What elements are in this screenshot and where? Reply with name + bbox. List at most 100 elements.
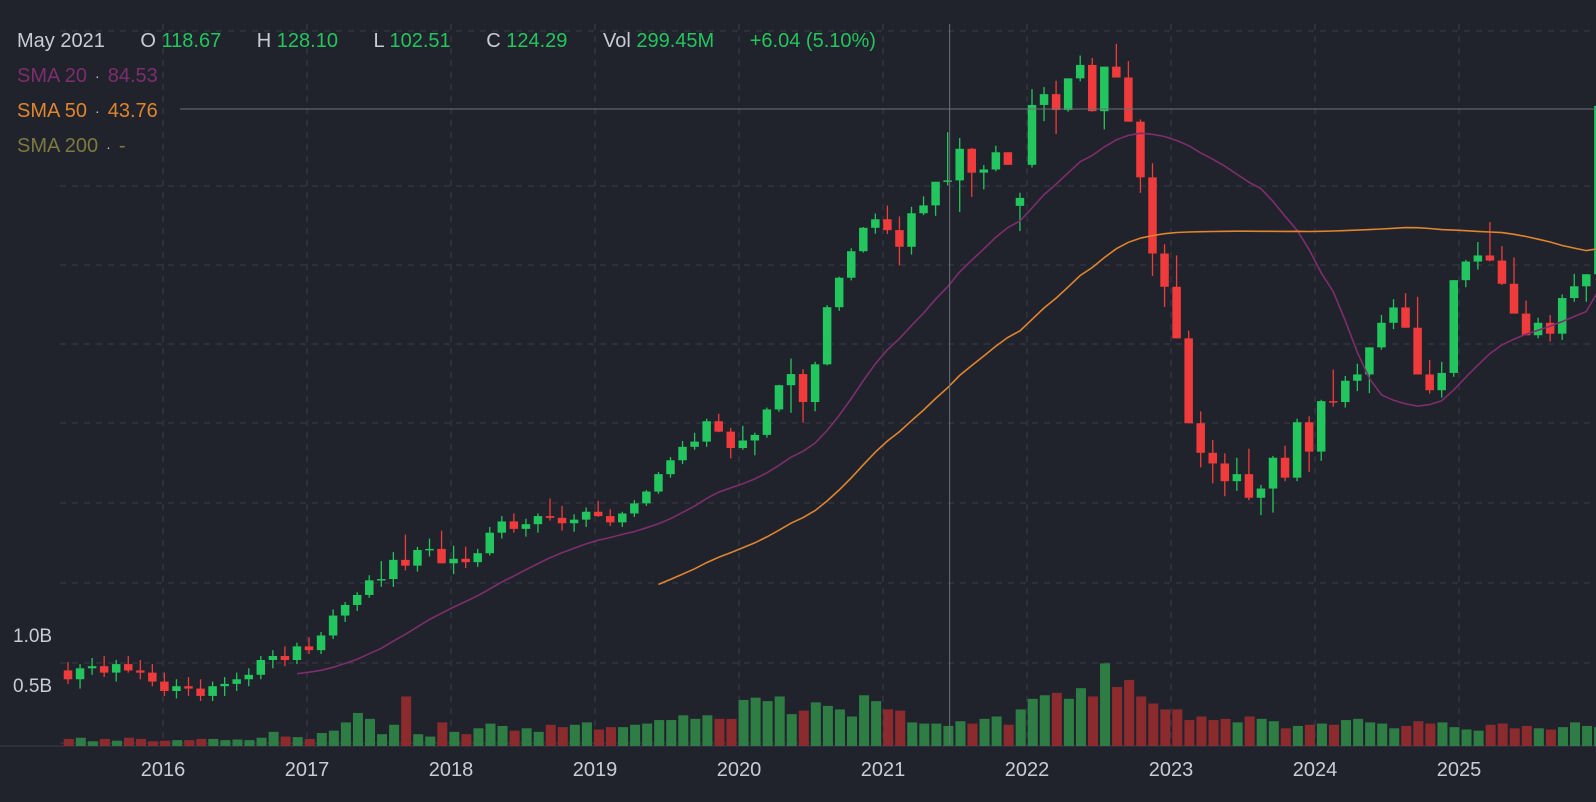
- legend-change: +6.04 (5.10%): [749, 30, 876, 52]
- candle-body: [979, 169, 989, 173]
- candle-body: [196, 688, 205, 696]
- candle: [1088, 57, 1097, 112]
- candle: [1461, 259, 1471, 288]
- volume-bar: [678, 715, 689, 746]
- candle-body: [1027, 104, 1037, 165]
- sma20-legend[interactable]: SMA 20 · 84.53: [17, 65, 158, 87]
- candle: [1365, 347, 1374, 394]
- legend-high-value: 128.10: [276, 30, 338, 52]
- volume-bar: [1329, 724, 1339, 746]
- candle-body: [99, 666, 109, 673]
- candle: [1184, 330, 1193, 424]
- x-tick-label: 2017: [285, 759, 330, 781]
- candle-body: [1473, 255, 1483, 262]
- candle: [1413, 296, 1422, 375]
- candle-body: [834, 277, 844, 308]
- candle-body: [533, 516, 543, 525]
- candle: [1377, 314, 1386, 350]
- candle-body: [810, 364, 820, 403]
- volume-bar: [955, 721, 966, 746]
- candle: [1316, 399, 1326, 461]
- volume-bar: [1027, 698, 1038, 746]
- candle-body: [606, 516, 615, 523]
- sma50-legend[interactable]: SMA 50 · 43.76: [17, 100, 158, 123]
- candle: [991, 145, 1001, 172]
- candle-body: [1485, 255, 1495, 261]
- volume-bar: [847, 716, 857, 746]
- x-tick-label: 2023: [1149, 759, 1194, 781]
- candle: [1292, 418, 1302, 482]
- candle-body: [1268, 457, 1278, 489]
- candle: [1100, 66, 1109, 130]
- volume-bar: [1244, 716, 1255, 746]
- volume-bar: [389, 724, 400, 746]
- volume-bar: [666, 720, 677, 746]
- volume-bar: [304, 738, 315, 746]
- candle: [1485, 222, 1495, 262]
- candle-body: [726, 431, 735, 449]
- candle-body: [1449, 280, 1458, 373]
- volume-bar: [618, 727, 629, 746]
- candle: [738, 425, 748, 450]
- candle-body: [160, 681, 169, 692]
- candle-body: [328, 615, 338, 636]
- candle-body: [1316, 401, 1326, 452]
- candle: [1473, 242, 1483, 270]
- volume-bar: [1148, 703, 1159, 746]
- candle: [461, 546, 470, 569]
- volume-bar: [1316, 723, 1327, 746]
- candle-body: [1196, 423, 1205, 453]
- volume-bar: [316, 733, 327, 746]
- candle: [124, 655, 133, 673]
- candle: [316, 632, 326, 655]
- candle: [1497, 246, 1507, 285]
- candle-body: [485, 532, 494, 554]
- x-axis-labels: 2016 2017 2018 2019 2020 2021 2022 2023 2024 2025: [141, 759, 1482, 781]
- volume-bar: [365, 718, 375, 746]
- volume-bar: [1268, 721, 1279, 746]
- candle-body: [943, 180, 952, 182]
- candle: [232, 672, 241, 692]
- volume-bar: [1172, 709, 1183, 746]
- candle: [365, 575, 374, 598]
- volume-bar: [220, 740, 231, 746]
- candle-body: [738, 440, 748, 449]
- candle-body: [883, 219, 892, 231]
- legend-open-value: 118.67: [161, 30, 222, 52]
- volume-bar: [1075, 688, 1086, 746]
- candle-body: [1329, 401, 1338, 403]
- candle: [533, 513, 543, 533]
- candle-body: [437, 548, 446, 564]
- legend-period: May 2021: [17, 30, 105, 52]
- sma20-label: SMA 20: [17, 65, 88, 87]
- volume-bar: [642, 723, 653, 746]
- candle-body: [63, 670, 73, 680]
- candle-body: [991, 152, 1001, 170]
- volume-bar: [750, 697, 761, 746]
- candle: [196, 679, 205, 701]
- volume-bar: [1015, 709, 1026, 746]
- candle-body: [1557, 298, 1567, 334]
- sma200-legend[interactable]: SMA 200 · -: [17, 135, 126, 158]
- grid-lines: [0, 24, 1596, 747]
- candle-body: [1413, 327, 1422, 375]
- candle: [268, 650, 278, 669]
- candle: [1256, 484, 1266, 516]
- candle: [1509, 257, 1519, 314]
- candle-body: [955, 148, 964, 181]
- candle-body: [690, 441, 699, 447]
- candle-body: [1088, 64, 1097, 112]
- volume-bar: [1051, 692, 1062, 746]
- candle: [136, 660, 145, 680]
- candle: [75, 664, 85, 689]
- candle: [666, 457, 675, 478]
- candle: [1124, 61, 1133, 122]
- candle: [160, 672, 169, 696]
- candle: [1027, 89, 1037, 168]
- candle-body: [365, 580, 374, 595]
- volume-bar: [593, 729, 604, 746]
- volume-bar: [1341, 720, 1352, 746]
- candle: [1425, 360, 1434, 394]
- volume-bar: [798, 710, 809, 746]
